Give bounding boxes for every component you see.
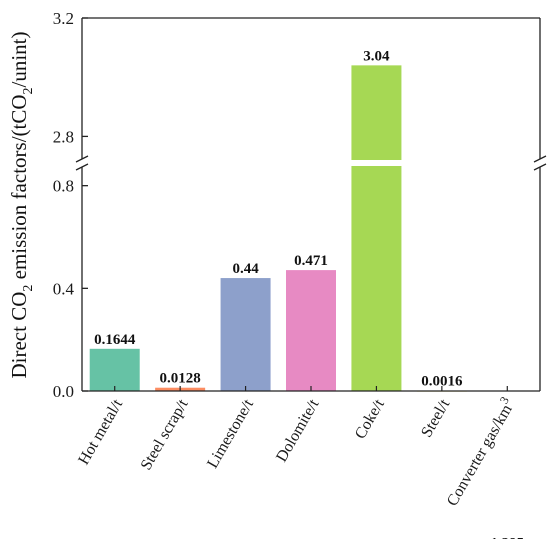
category-label: Steel scrap/t: [138, 396, 192, 473]
category-label: Dolomite/t: [273, 396, 323, 465]
y-tick-label: 2.8: [53, 127, 74, 146]
category-label: Steel/t: [418, 396, 453, 440]
bar: [351, 65, 402, 392]
data-label: 1.395: [490, 535, 524, 539]
category-label: Coke/t: [352, 396, 388, 442]
bar: [286, 270, 336, 391]
y-tick-label: 0.4: [53, 279, 75, 298]
data-label: 0.0128: [160, 371, 201, 387]
axis-break-gap: [481, 160, 534, 166]
category-label: Limestone/t: [204, 396, 257, 471]
category-label: Converter gas/km3: [440, 394, 519, 509]
data-label: 0.471: [294, 253, 328, 269]
axis-break-mark: [533, 163, 547, 171]
category-label: Hot metal/t: [75, 396, 126, 468]
axis-break-mark: [75, 163, 89, 171]
data-label: 0.0016: [421, 374, 463, 390]
y-tick-label: 0.0: [53, 382, 74, 401]
data-label: 3.04: [363, 48, 390, 64]
y-axis-title: Direct CO2 emission factors/(tCO2/unint): [7, 31, 36, 378]
data-label: 0.1644: [94, 332, 136, 348]
data-label: 0.44: [232, 261, 259, 277]
bar: [220, 278, 271, 391]
y-tick-label: 0.8: [53, 177, 74, 196]
category-labels-group: Hot metal/t Steel scrap/t Limestone/t Dolom…: [75, 394, 519, 509]
y-tick-label: 3.2: [53, 9, 74, 28]
axis-break-mark: [75, 155, 89, 163]
bar: [89, 348, 140, 391]
ticks-group: 0.0 0.4 0.8 2.8 3.2: [53, 9, 508, 401]
axis-break-gap: [350, 160, 403, 166]
data-labels-group: 0.1644 0.0128 0.44 0.471 3.04 0.0016 1.395: [94, 48, 524, 539]
axis-break-mark: [533, 155, 547, 163]
